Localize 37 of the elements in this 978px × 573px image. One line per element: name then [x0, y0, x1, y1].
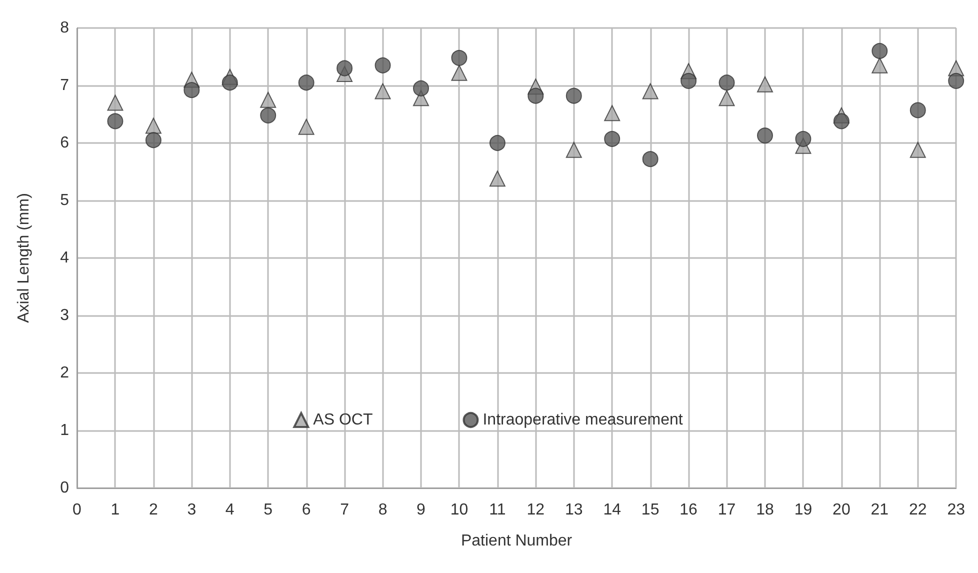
x-tick-label: 16 [680, 502, 698, 518]
x-tick-label: 11 [489, 502, 506, 518]
y-axis-title: Axial Length (mm) [16, 193, 32, 323]
x-tick-label: 7 [340, 502, 350, 518]
y-tick-label: 5 [60, 192, 70, 209]
y-tick-label: 3 [60, 307, 70, 324]
x-tick-label: 18 [756, 502, 774, 518]
x-tick-label: 21 [870, 502, 889, 518]
x-tick-label: 2 [148, 502, 158, 518]
x-tick-label: 8 [378, 502, 388, 518]
legend-label: AS OCT [313, 412, 373, 428]
x-tick-label: 3 [187, 502, 196, 518]
x-tick-label: 13 [564, 502, 583, 518]
x-axis-title: Patient Number [460, 532, 573, 550]
y-tick-label: 6 [60, 134, 70, 152]
x-tick-label: 12 [526, 502, 545, 518]
y-tick-label: 2 [60, 364, 70, 382]
x-tick-label: 1 [110, 502, 120, 518]
x-tick-label: 19 [794, 502, 812, 518]
x-tick-label: 15 [641, 502, 660, 518]
x-tick-label: 5 [264, 502, 273, 518]
y-tick-label: 1 [60, 422, 70, 439]
y-tick-label: 0 [60, 480, 70, 496]
x-tick-label: 23 [947, 502, 966, 518]
x-tick-label: 20 [832, 502, 850, 518]
x-tick-label: 4 [225, 502, 234, 518]
y-tick-label: 4 [60, 250, 70, 266]
y-tick-label: 8 [60, 20, 70, 36]
x-tick-label: 10 [450, 502, 468, 518]
x-tick-label: 9 [416, 502, 426, 518]
legend-label: Intraoperative measurement [482, 412, 684, 428]
x-tick-label: 22 [908, 502, 927, 518]
x-tick-label: 6 [302, 502, 311, 518]
x-tick-label: 0 [72, 502, 82, 518]
x-tick-label: 17 [718, 502, 736, 518]
y-tick-label: 7 [60, 77, 70, 94]
x-tick-label: 14 [603, 502, 622, 518]
